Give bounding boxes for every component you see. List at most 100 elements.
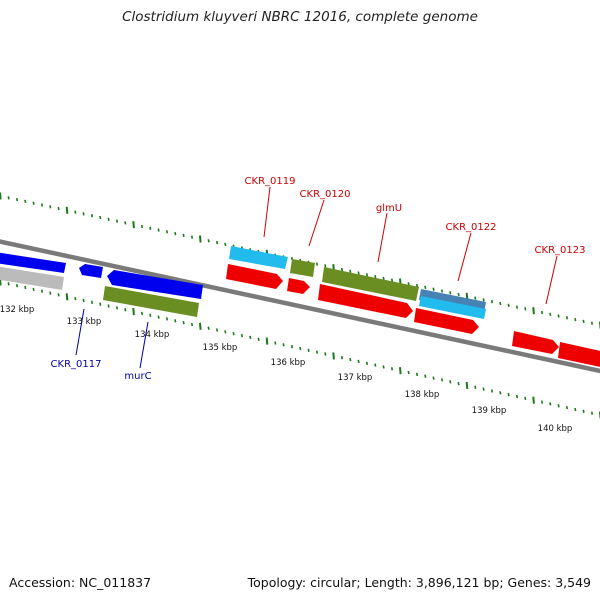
tick-mark xyxy=(365,361,369,365)
tick-mark xyxy=(549,402,552,406)
gene-arrow-icon[interactable] xyxy=(0,252,66,273)
tick-mark xyxy=(482,387,485,391)
genome-backbone xyxy=(0,239,600,374)
tick-mark xyxy=(215,328,219,332)
gene-arrow-icon[interactable] xyxy=(107,270,203,299)
gene-label-ckr-0117[interactable]: CKR_0117 xyxy=(51,359,102,370)
gene-label-ckr-0123[interactable]: CKR_0123 xyxy=(535,245,586,256)
tick-mark xyxy=(124,308,127,312)
tick-mark xyxy=(257,337,260,341)
gene-arrow-icon[interactable] xyxy=(414,308,479,334)
tick-mark xyxy=(32,287,35,292)
tick-mark xyxy=(82,212,85,216)
gene-arrow-icon[interactable] xyxy=(419,296,486,319)
tick-mark xyxy=(549,312,552,316)
scale-label: 138 kbp xyxy=(405,390,440,400)
gene-label-ckr-0120[interactable]: CKR_0120 xyxy=(300,189,351,200)
gene-arrow-icon[interactable] xyxy=(290,259,315,277)
gene-label-glmu[interactable]: glmU xyxy=(376,203,402,214)
tick-mark xyxy=(90,300,94,304)
tick-mark xyxy=(74,210,77,214)
scale-label: 137 kbp xyxy=(338,373,373,383)
tick-mark xyxy=(457,292,460,297)
gene-label-murc[interactable]: murC xyxy=(124,371,151,382)
tick-mark xyxy=(449,380,452,384)
scale-label: 135 kbp xyxy=(203,343,238,353)
tick-mark xyxy=(99,215,102,220)
tick-mark xyxy=(440,378,444,382)
gene-arrow-icon[interactable] xyxy=(287,278,310,294)
gene-arrow-icon[interactable] xyxy=(79,264,103,278)
tick-mark xyxy=(574,407,577,412)
tick-mark xyxy=(165,230,169,234)
tick-mark xyxy=(15,284,19,288)
tick-mark xyxy=(557,404,560,408)
tick-mark xyxy=(49,291,52,295)
gene-arrow-icon[interactable] xyxy=(318,284,413,318)
tick-mark xyxy=(374,363,377,367)
tick-mark xyxy=(282,343,285,347)
tick-mark xyxy=(574,317,577,322)
tick-mark xyxy=(557,314,560,318)
tick-mark xyxy=(32,201,35,205)
tick-mark xyxy=(24,199,27,204)
gene-arrow-icon[interactable] xyxy=(229,246,288,269)
scale-label: 133 kbp xyxy=(67,317,102,327)
tick-mark xyxy=(199,235,202,243)
gene-arrow-icon[interactable] xyxy=(558,342,600,368)
accession-text: Accession: NC_011837 xyxy=(9,575,152,590)
tick-mark xyxy=(390,367,394,371)
tick-mark xyxy=(340,267,344,272)
tick-mark xyxy=(382,276,385,281)
tick-mark xyxy=(324,264,327,268)
tick-mark xyxy=(582,409,585,413)
tick-mark xyxy=(0,192,2,200)
tick-mark xyxy=(224,242,227,247)
tick-mark xyxy=(290,345,294,349)
tick-mark xyxy=(465,381,469,389)
gene-label-ckr-0119[interactable]: CKR_0119 xyxy=(245,176,296,187)
tick-mark xyxy=(499,391,502,395)
tick-mark xyxy=(132,308,135,316)
tick-mark xyxy=(374,274,377,279)
tick-mark xyxy=(90,214,94,218)
gene-arrow-icon[interactable] xyxy=(226,264,283,289)
tick-mark xyxy=(515,305,519,309)
tick-mark xyxy=(99,302,102,306)
tick-mark xyxy=(149,226,152,230)
tick-mark xyxy=(274,341,277,345)
tick-mark xyxy=(182,233,185,238)
tick-mark xyxy=(224,330,227,334)
gene-arrow-icon[interactable] xyxy=(0,266,64,290)
tick-mark xyxy=(340,356,344,360)
gene-arrow-icon[interactable] xyxy=(322,267,419,301)
tick-mark xyxy=(482,298,485,302)
tick-mark xyxy=(182,320,185,325)
tick-mark xyxy=(507,303,510,307)
tick-mark xyxy=(7,282,10,286)
tick-mark xyxy=(74,296,77,301)
tick-mark xyxy=(157,228,160,232)
tick-mark xyxy=(524,307,527,311)
tick-mark xyxy=(424,374,427,378)
tick-mark xyxy=(115,306,119,310)
gene-arrow-icon[interactable] xyxy=(103,286,199,317)
tick-mark xyxy=(207,239,210,243)
gene-arrow-icon[interactable] xyxy=(512,331,559,354)
tick-mark xyxy=(524,396,527,401)
tick-mark xyxy=(140,311,144,316)
tick-mark xyxy=(357,359,360,364)
tick-mark xyxy=(149,313,152,317)
scale-label: 132 kbp xyxy=(0,305,34,315)
tick-mark xyxy=(307,348,310,352)
tick-mark xyxy=(399,367,402,375)
gene-label-ckr-0122[interactable]: CKR_0122 xyxy=(446,222,497,233)
genome-title: Clostridium kluyveri NBRC 12016, complet… xyxy=(122,9,478,25)
tick-mark xyxy=(199,322,202,330)
tick-mark xyxy=(582,319,585,324)
tick-mark xyxy=(382,365,385,369)
tick-mark xyxy=(490,389,494,393)
topology-text: Topology: circular; Length: 3,896,121 bp… xyxy=(247,575,591,590)
tick-mark xyxy=(140,224,144,229)
tick-mark xyxy=(315,262,319,266)
